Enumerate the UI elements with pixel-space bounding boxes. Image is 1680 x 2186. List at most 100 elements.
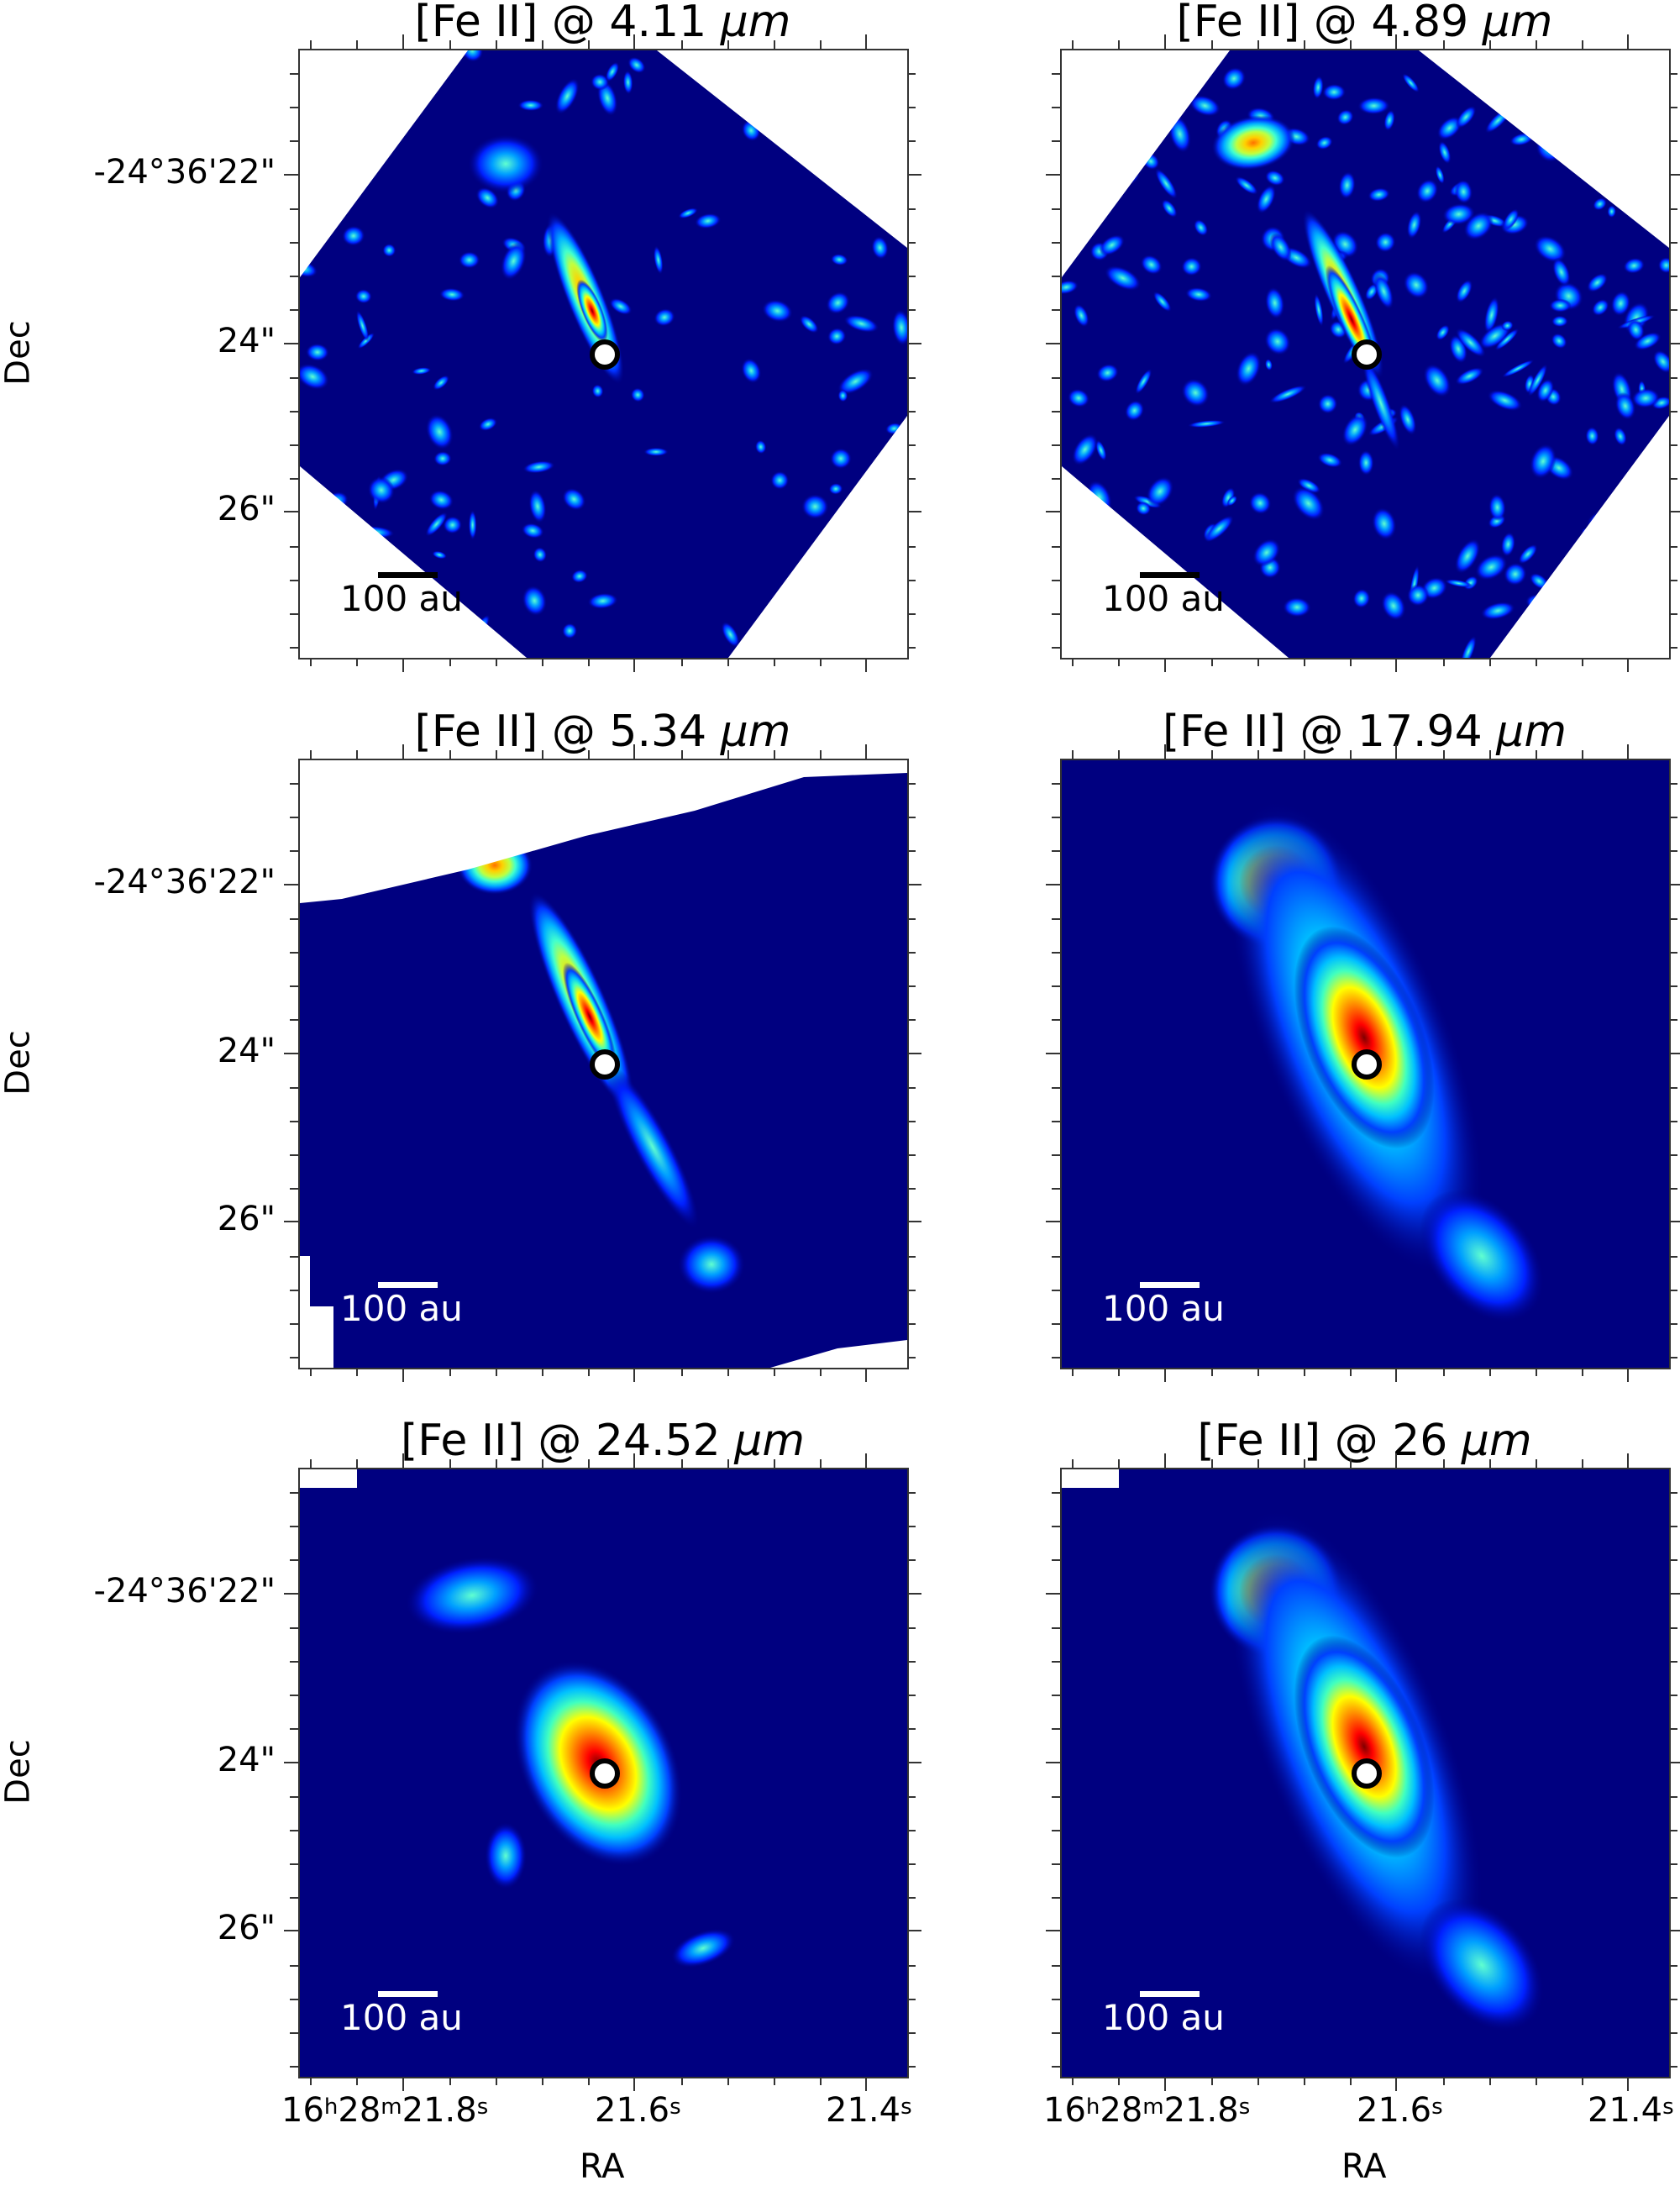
- y-tick: [290, 276, 298, 278]
- y-tick: [290, 952, 298, 954]
- x-tick: [1118, 40, 1121, 49]
- y-tick: [1052, 1897, 1060, 1900]
- x-tick: [633, 2077, 635, 2091]
- y-tick-label: 24": [217, 322, 276, 360]
- x-tick: [1257, 750, 1259, 759]
- y-tick: [290, 1999, 298, 2000]
- y-tick: [907, 107, 916, 109]
- y-tick: [907, 1964, 916, 1967]
- y-tick: [907, 2032, 916, 2035]
- x-tick: [1627, 744, 1629, 759]
- panel-title-text: [Fe II] @ 24.52: [400, 1416, 735, 1466]
- panel-title-text: [Fe II] @ 26: [1197, 1416, 1462, 1466]
- y-tick: [1052, 309, 1060, 312]
- y-tick: [1669, 107, 1677, 109]
- x-tick: [356, 40, 359, 49]
- y-tick: [1669, 1661, 1677, 1663]
- y-tick: [290, 1323, 298, 1326]
- x-tick: [1536, 658, 1537, 666]
- x-tick: [310, 40, 312, 49]
- x-tick-unit: m: [1142, 2094, 1164, 2120]
- y-tick: [1052, 952, 1060, 954]
- x-tick-value: 28: [338, 2091, 381, 2130]
- y-tick-label: 26": [217, 1909, 276, 1947]
- x-tick: [1395, 2077, 1397, 2091]
- y-tick: [1052, 1526, 1060, 1528]
- x-tick: [865, 744, 867, 759]
- x-tick: [542, 1459, 543, 1468]
- y-tick: [1669, 1255, 1677, 1258]
- y-tick: [1669, 647, 1677, 649]
- x-tick: [356, 2077, 359, 2085]
- x-tick: [633, 658, 635, 672]
- y-tick: [290, 444, 298, 447]
- y-tick: [907, 478, 916, 481]
- panel-title-unit: μm: [720, 707, 791, 757]
- y-tick: [907, 985, 916, 988]
- x-tick: [633, 1453, 635, 1468]
- x-tick: [1210, 1459, 1213, 1468]
- x-tick-value: 21.8: [402, 2091, 477, 2130]
- y-tick: [290, 580, 298, 581]
- y-tick: [1669, 985, 1677, 988]
- y-tick: [1669, 545, 1677, 548]
- x-tick: [1304, 750, 1305, 759]
- panel-title: [Fe II] @ 17.94 μm: [1060, 707, 1669, 757]
- y-tick: [907, 511, 921, 512]
- y-tick: [1052, 2066, 1060, 2068]
- y-tick: [284, 511, 298, 512]
- y-tick: [1052, 1188, 1060, 1190]
- y-tick: [1669, 1154, 1677, 1157]
- x-tick: [680, 1368, 683, 1376]
- x-tick: [542, 658, 543, 666]
- y-tick: [907, 309, 916, 312]
- x-tick: [1488, 2077, 1491, 2085]
- y-tick: [1669, 1559, 1677, 1562]
- x-tick: [1627, 34, 1629, 49]
- y-tick: [907, 1086, 916, 1089]
- y-tick: [1669, 1290, 1677, 1291]
- y-tick: [1052, 1863, 1060, 1866]
- x-tick: [1582, 658, 1584, 666]
- y-tick: [907, 1830, 916, 1831]
- y-tick: [1669, 1762, 1680, 1763]
- y-tick: [1052, 376, 1060, 379]
- y-tick: [1669, 140, 1677, 143]
- y-tick: [1046, 343, 1060, 344]
- y-tick: [907, 1154, 916, 1157]
- x-tick-label: 21.4s: [1588, 2094, 1674, 2127]
- y-tick: [290, 478, 298, 481]
- x-tick: [1442, 2077, 1445, 2085]
- y-tick: [1669, 917, 1677, 920]
- x-tick: [865, 658, 867, 672]
- y-tick: [907, 1053, 921, 1054]
- x-tick: [680, 658, 683, 666]
- panel-title-text: [Fe II] @ 4.89: [1176, 0, 1483, 47]
- y-tick: [1052, 613, 1060, 616]
- y-tick: [907, 1762, 921, 1763]
- y-tick-label: -24°36'22": [93, 153, 276, 192]
- y-tick: [1669, 1492, 1677, 1494]
- y-tick: [284, 1053, 298, 1054]
- x-tick-value: 21.8: [1163, 2091, 1239, 2130]
- y-tick: [1052, 850, 1060, 853]
- y-tick: [907, 411, 916, 413]
- y-tick: [290, 917, 298, 920]
- x-tick: [1072, 658, 1074, 666]
- x-tick: [1488, 40, 1491, 49]
- y-tick: [290, 1863, 298, 1866]
- x-tick: [633, 1368, 635, 1382]
- x-tick: [1304, 658, 1305, 666]
- x-axis-title: RA: [580, 2147, 625, 2186]
- x-tick: [1395, 34, 1397, 49]
- y-tick: [290, 850, 298, 853]
- y-tick: [1669, 1188, 1677, 1190]
- y-tick: [907, 2066, 916, 2068]
- x-tick: [1350, 40, 1352, 49]
- y-tick: [1052, 1626, 1060, 1629]
- x-tick: [727, 1368, 729, 1376]
- y-tick: [290, 2066, 298, 2068]
- x-tick: [1627, 1453, 1629, 1468]
- y-tick: [907, 1255, 916, 1258]
- y-tick: [284, 343, 298, 344]
